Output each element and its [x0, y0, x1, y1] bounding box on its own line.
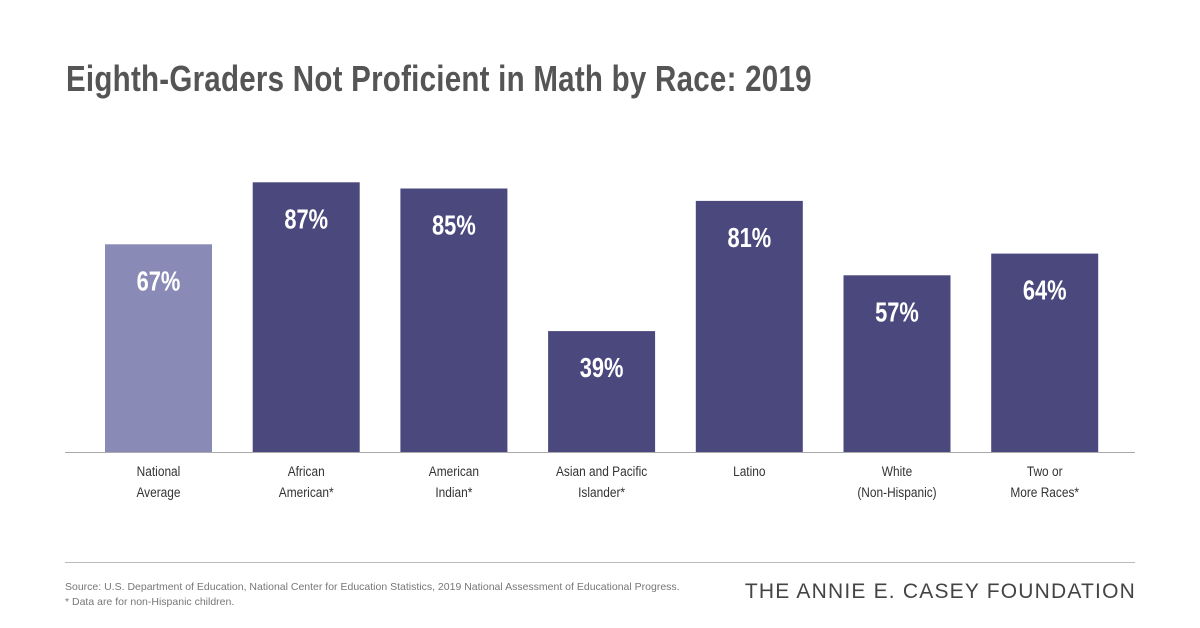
bar: [843, 275, 951, 452]
foundation-logo: THE ANNIE E. CASEY FOUNDATION: [744, 580, 1136, 603]
bar-value-label: 85%: [432, 210, 476, 241]
footnote-text: * Data are for non-Hispanic children.: [65, 596, 235, 608]
category-label: (Non-Hispanic): [857, 484, 936, 500]
bar: [695, 200, 803, 452]
bar-value-label: 81%: [727, 222, 771, 253]
bar: [105, 244, 212, 452]
category-label: Two or: [1027, 463, 1063, 479]
category-label: White: [882, 463, 912, 479]
category-label: Islander*: [578, 484, 625, 500]
category-label: American*: [279, 484, 334, 500]
bar-value-label: 39%: [580, 353, 624, 384]
bar: [548, 331, 656, 452]
source-note: Source: U.S. Department of Education, Na…: [65, 580, 680, 610]
bar-value-label: 87%: [284, 204, 328, 235]
footer-divider: [65, 562, 1135, 563]
category-label: Indian*: [435, 484, 472, 500]
bar: [252, 182, 360, 453]
source-text: Source: U.S. Department of Education, Na…: [65, 581, 680, 593]
chart-title: Eighth-Graders Not Proficient in Math by…: [66, 58, 812, 99]
category-label: Latino: [733, 463, 765, 479]
category-label: More Races*: [1010, 484, 1079, 500]
bar-value-label: 57%: [875, 297, 919, 328]
category-label: African: [288, 463, 325, 479]
bar-value-label: 64%: [1023, 275, 1067, 306]
bar-value-label: 67%: [137, 266, 181, 297]
bar-chart: 67% National Average 87% African American* 85%…: [65, 182, 1135, 500]
bar: [400, 188, 508, 452]
category-label: American: [429, 463, 479, 479]
category-label: Average: [136, 484, 180, 500]
category-label: National: [137, 463, 181, 479]
category-label: Asian and Pacific: [556, 463, 648, 479]
bar: [991, 253, 1099, 452]
